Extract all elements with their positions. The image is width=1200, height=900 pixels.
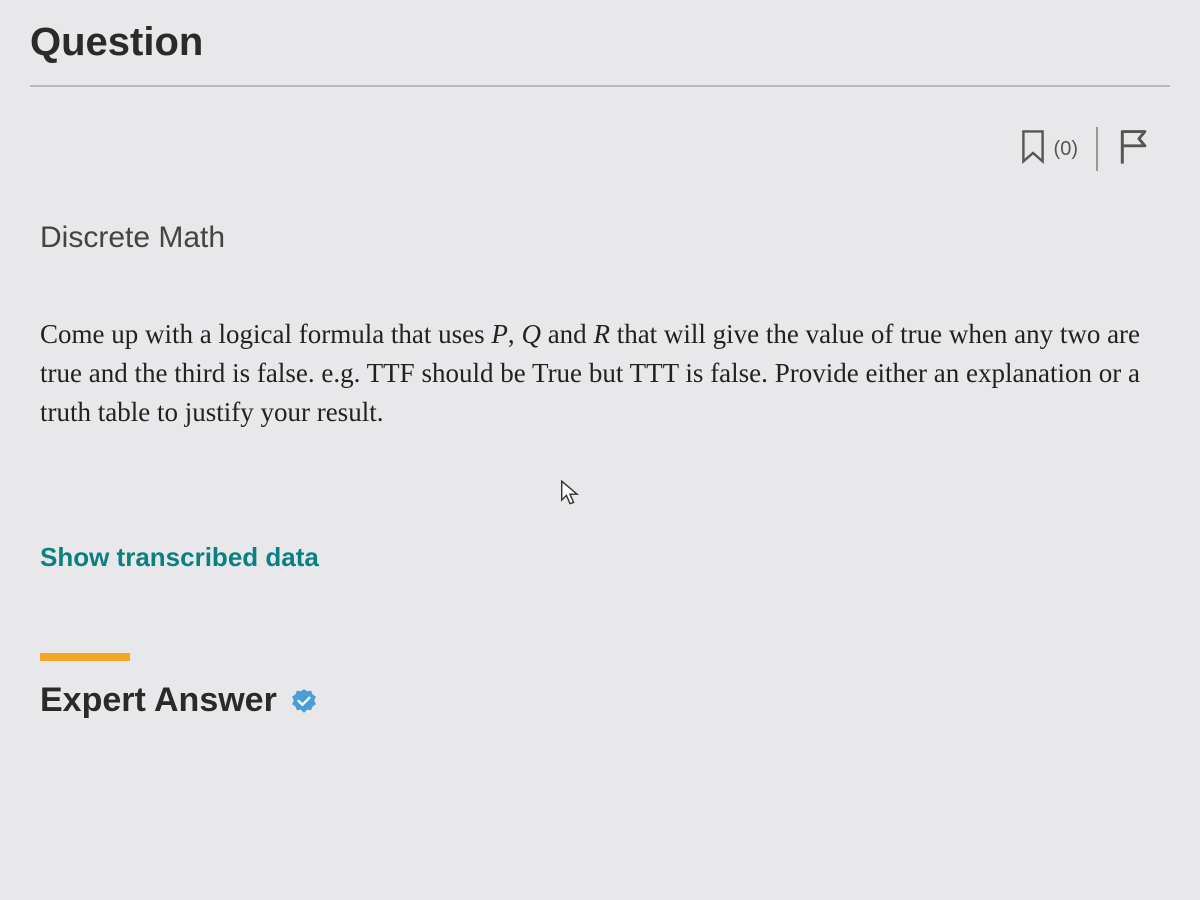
bookmark-count: (0): [1054, 138, 1078, 161]
flag-icon: [1116, 128, 1150, 171]
bookmark-button[interactable]: (0): [1018, 129, 1078, 170]
page-title: Question: [30, 20, 1170, 87]
actions-row: (0): [30, 117, 1170, 201]
expert-answer-heading: Expert Answer: [40, 681, 277, 720]
show-transcribed-link[interactable]: Show transcribed data: [40, 542, 319, 573]
verified-icon: [291, 688, 317, 714]
question-body: Come up with a logical formula that uses…: [40, 315, 1140, 432]
flag-button[interactable]: [1116, 128, 1150, 171]
cursor-icon: [560, 480, 580, 506]
expert-answer-row: Expert Answer: [40, 681, 1170, 720]
subject-label: Discrete Math: [40, 221, 1170, 255]
accent-bar: [40, 653, 130, 661]
bookmark-icon: [1018, 129, 1048, 170]
divider: [1096, 127, 1098, 171]
